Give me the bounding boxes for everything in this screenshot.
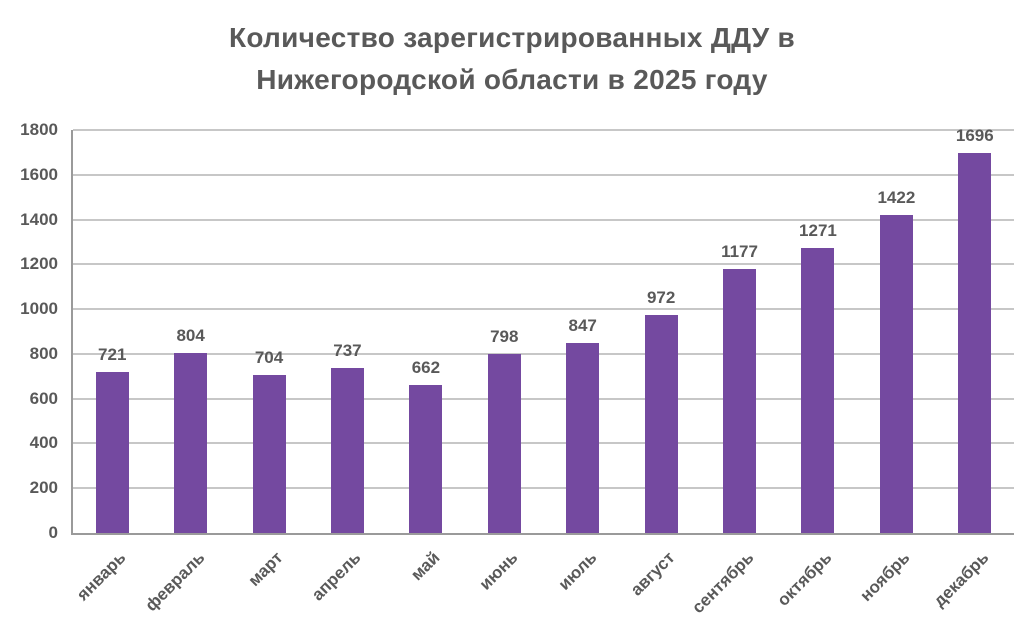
- gridline: [73, 263, 1014, 266]
- bar-июнь: [487, 354, 521, 533]
- gridline: [73, 173, 1014, 176]
- gridline: [73, 352, 1014, 355]
- bar-value-label: 662: [411, 357, 441, 377]
- chart-title-line2: Нижегородской области в 2025 году: [256, 64, 768, 95]
- bar-май: [409, 384, 443, 533]
- y-axis-tick-label: 1200: [20, 254, 58, 274]
- bar-январь: [95, 371, 129, 533]
- bar-апрель: [330, 368, 364, 533]
- bar-value-label: 1422: [877, 187, 916, 207]
- gridline: [73, 218, 1014, 221]
- gridline: [73, 397, 1014, 400]
- y-axis-tick-label: 800: [29, 343, 58, 363]
- y-axis-tick-label: 1400: [20, 209, 58, 229]
- y-axis-tick-label: 600: [29, 388, 58, 408]
- bar-октябрь: [801, 248, 835, 533]
- bar-value-label: 737: [333, 341, 362, 360]
- y-axis-tick-label: 400: [29, 433, 58, 453]
- bar-февраль: [174, 353, 208, 533]
- y-axis-tick-label: 1800: [20, 120, 58, 139]
- x-axis-tick-label: январь: [73, 548, 130, 605]
- y-axis-tick-label: 1000: [20, 299, 58, 319]
- x-axis-labels: январь февраль март апрель май июнь июль август…: [73, 533, 1014, 632]
- gridline: [73, 308, 1014, 311]
- y-axis-tick-label: 1600: [20, 164, 58, 184]
- bar-август: [644, 315, 678, 533]
- bar-value-label: 972: [646, 288, 676, 308]
- bar-value-label: 1696: [955, 126, 994, 146]
- y-axis-tick-label: 0: [48, 523, 58, 542]
- bar-сентябрь: [723, 269, 757, 533]
- bar-value-label: 721: [98, 344, 127, 364]
- y-axis-labels: 0 200 400 600 800 1000 1200 1400 1600 1800: [0, 120, 58, 542]
- bar-март: [252, 375, 286, 533]
- bar-value-label: 847: [568, 316, 597, 336]
- y-axis-tick-label: 200: [29, 478, 58, 498]
- bar-июль: [566, 343, 600, 533]
- bar-ноябрь: [879, 214, 913, 533]
- chart-title: Количество зарегистрированных ДДУ в Ниже…: [0, 17, 1024, 101]
- bar-value-label: 1177: [721, 242, 758, 262]
- bar-value-label: 798: [490, 327, 519, 347]
- plot-area: 721 804 704 737 662 798 847 972 1177 1271 1422 1696: [71, 126, 1014, 535]
- bar-value-label: 704: [254, 348, 284, 368]
- chart-title-line1: Количество зарегистрированных ДДУ в: [228, 22, 796, 53]
- gridline: [73, 129, 1014, 131]
- bar-value-label: 804: [176, 326, 205, 345]
- bar-декабрь: [958, 153, 992, 533]
- gridline: [73, 487, 1014, 490]
- gridline: [73, 442, 1014, 445]
- bar-value-label: 1271: [799, 221, 837, 241]
